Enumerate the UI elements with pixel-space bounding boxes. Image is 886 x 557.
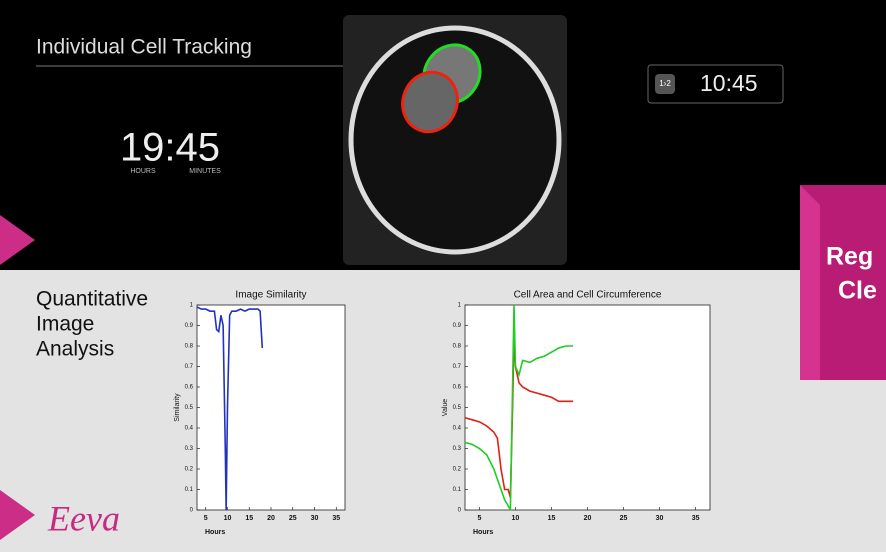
section-title: Individual Cell Tracking xyxy=(36,36,252,59)
y-tick-label: 0.9 xyxy=(185,323,194,329)
slide: Individual Cell Tracking 19:45 HOURS MIN… xyxy=(0,0,886,552)
y-tick-label: 0.2 xyxy=(185,467,194,473)
y-axis-label: Value xyxy=(442,399,449,416)
x-tick-label: 20 xyxy=(584,515,592,522)
logo: Eeva xyxy=(47,498,120,538)
y-tick-label: 0.1 xyxy=(185,487,194,493)
analysis-label: Quantitative xyxy=(36,288,148,311)
y-tick-label: 0.8 xyxy=(453,344,462,350)
timer-icon-text: 1›2 xyxy=(659,79,671,88)
side-box-edge xyxy=(800,185,820,380)
analysis-label: Image xyxy=(36,313,94,336)
side-box-text: Cle xyxy=(838,277,877,305)
x-tick-label: 35 xyxy=(332,515,340,522)
x-tick-label: 25 xyxy=(289,515,297,522)
y-tick-label: 0.4 xyxy=(185,426,194,432)
x-axis-label: Hours xyxy=(473,529,493,536)
x-tick-label: 15 xyxy=(548,515,556,522)
y-tick-label: 0.4 xyxy=(453,426,462,432)
x-tick-label: 10 xyxy=(512,515,520,522)
chart-title: Cell Area and Cell Circumference xyxy=(514,290,662,301)
chart-title: Image Similarity xyxy=(235,290,306,301)
plot-area xyxy=(197,305,345,510)
y-tick-label: 0.8 xyxy=(185,344,194,350)
analysis-label: Analysis xyxy=(36,338,114,361)
y-tick-label: 0.7 xyxy=(453,364,462,370)
x-tick-label: 5 xyxy=(204,515,208,522)
clock-time: 19:45 xyxy=(120,126,220,170)
y-tick-label: 0.9 xyxy=(453,323,462,329)
side-box-text: Reg xyxy=(826,243,873,271)
x-axis-label: Hours xyxy=(205,529,225,536)
x-tick-label: 30 xyxy=(311,515,319,522)
x-tick-label: 5 xyxy=(477,515,481,522)
x-tick-label: 35 xyxy=(692,515,700,522)
hours-label: HOURS xyxy=(130,168,156,175)
timer-time: 10:45 xyxy=(700,70,758,96)
x-tick-label: 15 xyxy=(245,515,253,522)
y-tick-label: 0.6 xyxy=(453,385,462,391)
y-tick-label: 0.3 xyxy=(453,446,462,452)
x-tick-label: 25 xyxy=(620,515,628,522)
minutes-label: MINUTES xyxy=(189,168,221,175)
plot-area xyxy=(465,305,710,510)
x-tick-label: 20 xyxy=(267,515,275,522)
y-tick-label: 0.6 xyxy=(185,385,194,391)
y-tick-label: 0.5 xyxy=(185,405,194,411)
y-tick-label: 0.7 xyxy=(185,364,194,370)
y-tick-label: 0.2 xyxy=(453,467,462,473)
y-axis-label: Similarity xyxy=(174,393,181,422)
x-tick-label: 30 xyxy=(656,515,664,522)
x-tick-label: 10 xyxy=(224,515,232,522)
y-tick-label: 0.3 xyxy=(185,446,194,452)
y-tick-label: 0.1 xyxy=(453,487,462,493)
y-tick-label: 0.5 xyxy=(453,405,462,411)
